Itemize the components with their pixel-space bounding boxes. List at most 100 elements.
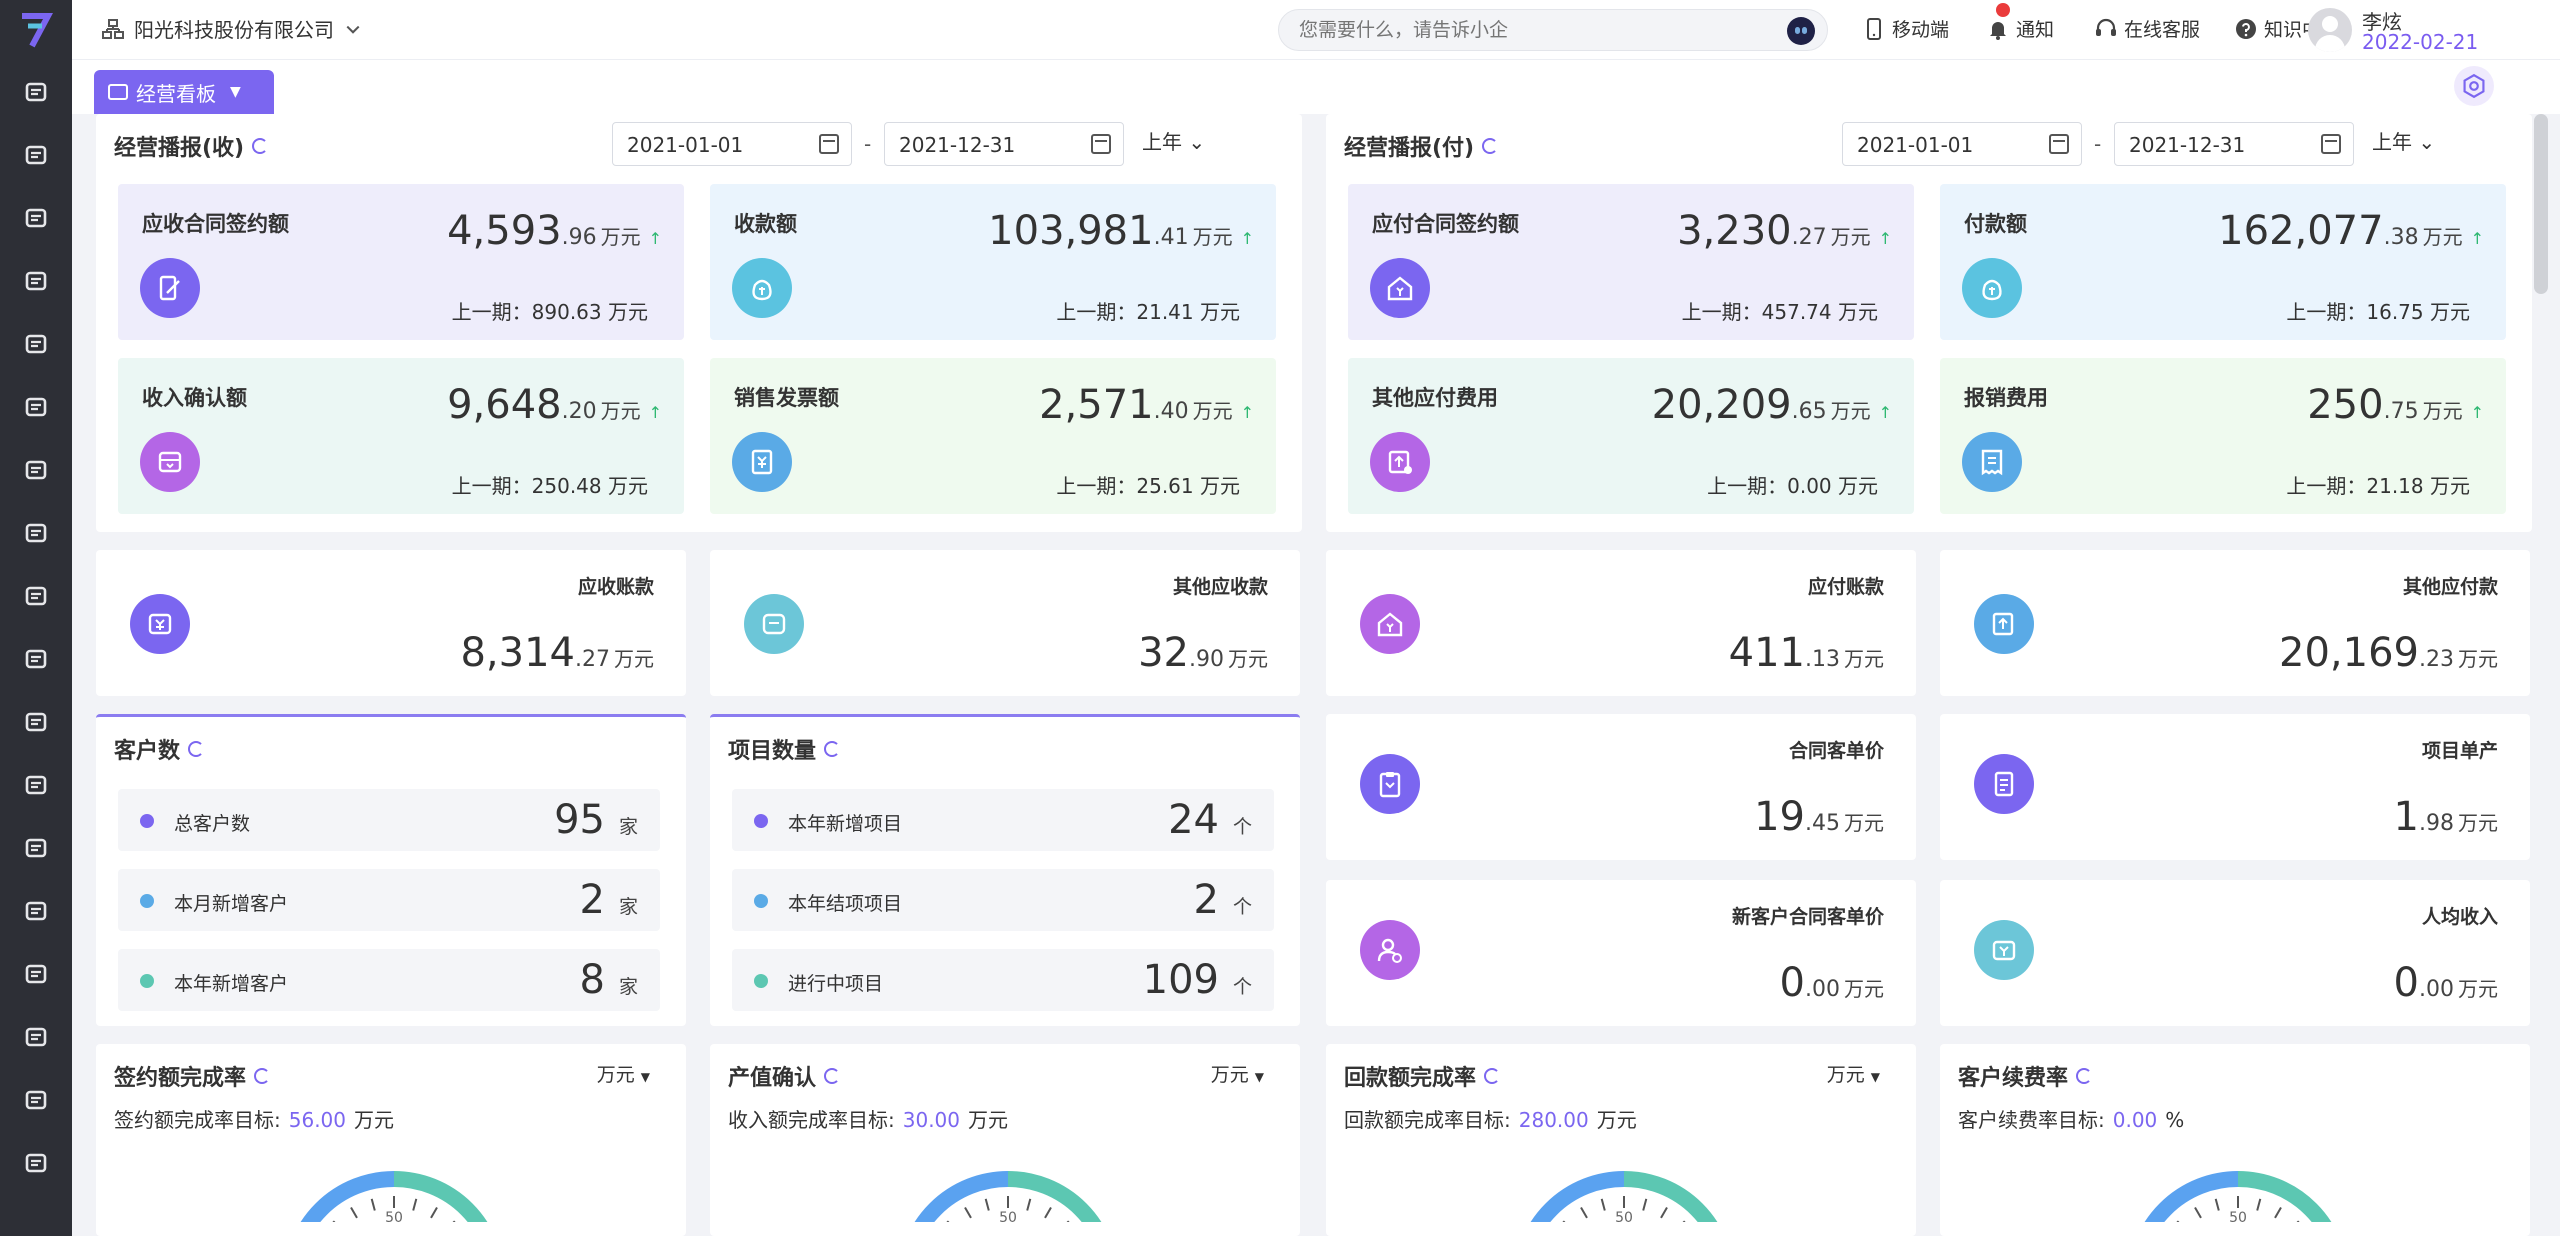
sidebar-target-icon[interactable] bbox=[16, 891, 56, 931]
unit-select[interactable]: 万元 ▼ bbox=[597, 1060, 650, 1087]
metric-tile[interactable]: 销售发票额 2,571.40 万元 ↑ 上一期：25.61 万元 bbox=[710, 358, 1276, 514]
list-item[interactable]: 进行中项目 109 个 bbox=[732, 949, 1274, 1011]
mobile-link[interactable]: 移动端 bbox=[1862, 15, 1949, 42]
sidebar-report-icon[interactable] bbox=[16, 135, 56, 175]
arrow-up-icon: ↑ bbox=[1240, 403, 1254, 422]
customers-card: 客户数 总客户数 95 家本月新增客户 2 家本年新增客户 8 家 bbox=[96, 714, 686, 1026]
company-switcher[interactable]: 阳光科技股份有限公司 bbox=[102, 14, 362, 43]
list-item[interactable]: 总客户数 95 家 bbox=[118, 789, 660, 851]
app-logo[interactable] bbox=[14, 8, 58, 52]
sidebar-bar-chart-icon[interactable] bbox=[16, 1017, 56, 1057]
sidebar-folder-icon[interactable] bbox=[16, 72, 56, 112]
date-separator: - bbox=[2094, 132, 2102, 156]
sidebar-clipboard-icon[interactable] bbox=[16, 828, 56, 868]
stat-card[interactable]: 应收账款 8,314.27 万元 bbox=[96, 550, 686, 696]
rate-target: 收入额完成率目标: 30.00 万元 bbox=[728, 1104, 1008, 1133]
metric-previous: 上一期：0.00 万元 bbox=[1707, 474, 1878, 498]
sidebar-calendar-icon[interactable] bbox=[16, 639, 56, 679]
sidebar-cloud-icon[interactable] bbox=[16, 324, 56, 364]
payment-period-select[interactable]: 上年 ⌄ bbox=[2372, 126, 2435, 155]
sidebar-book-icon[interactable] bbox=[16, 261, 56, 301]
rate-title-text: 客户续费率 bbox=[1958, 1066, 2069, 1091]
rate-card: 客户续费率 客户续费率目标: 0.00% 50 bbox=[1940, 1044, 2530, 1236]
metric-tile[interactable]: 其他应付费用 20,209.65 万元 ↑ 上一期：0.00 万元 bbox=[1348, 358, 1914, 514]
refresh-icon[interactable] bbox=[1482, 138, 1499, 154]
refresh-icon[interactable] bbox=[254, 1068, 271, 1084]
payment-end-date[interactable]: 2021-12-31 bbox=[2114, 122, 2354, 166]
metric-int: 20,209 bbox=[1651, 382, 1792, 428]
refresh-icon[interactable] bbox=[2076, 1068, 2093, 1084]
target-icon bbox=[25, 901, 47, 921]
stat-card[interactable]: 应付账款 411.13 万元 bbox=[1326, 550, 1916, 696]
list-item[interactable]: 本月新增客户 2 家 bbox=[118, 869, 660, 931]
payment-start-value: 2021-01-01 bbox=[1857, 133, 1974, 157]
metric-tile[interactable]: 收入确认额 9,648.20 万元 ↑ 上一期：250.48 万元 bbox=[118, 358, 684, 514]
money-bag-icon bbox=[752, 279, 772, 301]
assistant-bot-icon[interactable] bbox=[1787, 17, 1815, 45]
income-end-date[interactable]: 2021-12-31 bbox=[884, 122, 1124, 166]
user-date: 2022-02-21 bbox=[2362, 30, 2479, 54]
chevron-down-icon: ⌄ bbox=[1188, 130, 1206, 154]
stat-unit: 万元 bbox=[1844, 977, 1884, 1001]
refresh-icon[interactable] bbox=[824, 741, 841, 757]
cloud-icon bbox=[25, 334, 47, 354]
income-start-date[interactable]: 2021-01-01 bbox=[612, 122, 852, 166]
stat-card[interactable]: 其他应付款 20,169.23 万元 bbox=[1940, 550, 2530, 696]
tab-dashboard[interactable]: 经营看板 ▼ bbox=[94, 70, 274, 114]
metric-dec: .41 bbox=[1153, 225, 1189, 250]
refresh-icon[interactable] bbox=[824, 1068, 841, 1084]
sidebar-grid-icon[interactable] bbox=[16, 702, 56, 742]
stat-card[interactable]: 项目单产 1.98 万元 bbox=[1940, 714, 2530, 860]
income-period-select[interactable]: 上年 ⌄ bbox=[1142, 126, 1205, 155]
list-item[interactable]: 本年新增客户 8 家 bbox=[118, 949, 660, 1011]
sidebar-gear-icon[interactable] bbox=[16, 954, 56, 994]
metric-dec: .20 bbox=[561, 399, 597, 424]
search-input[interactable] bbox=[1279, 10, 1709, 50]
refresh-icon[interactable] bbox=[188, 741, 205, 757]
metric-value: 103,981.41 万元 ↑ bbox=[988, 208, 1254, 254]
payment-start-date[interactable]: 2021-01-01 bbox=[1842, 122, 2082, 166]
stat-card[interactable]: 新客户合同客单价 0.00 万元 bbox=[1326, 880, 1916, 1026]
sidebar-house-icon[interactable] bbox=[16, 450, 56, 490]
row-number: 24 bbox=[1168, 797, 1219, 843]
caret-down-icon: ▼ bbox=[1254, 1070, 1264, 1084]
metric-dec: .96 bbox=[561, 225, 597, 250]
sidebar-yuan-icon[interactable] bbox=[16, 513, 56, 553]
stat-card[interactable]: 合同客单价 19.45 万元 bbox=[1326, 714, 1916, 860]
metric-dec: .75 bbox=[2383, 399, 2419, 424]
sidebar-tools-icon[interactable] bbox=[16, 1143, 56, 1183]
sidebar-layers-icon[interactable] bbox=[16, 198, 56, 238]
service-link[interactable]: 在线客服 bbox=[2094, 15, 2200, 42]
list-item[interactable]: 本年新增项目 24 个 bbox=[732, 789, 1274, 851]
metric-dec: .65 bbox=[1791, 399, 1827, 424]
notify-link[interactable]: 通知 bbox=[1986, 3, 2054, 42]
sidebar-card-icon[interactable] bbox=[16, 576, 56, 616]
unit-select[interactable]: 万元 ▼ bbox=[1211, 1060, 1264, 1087]
metric-tile[interactable]: 付款额 162,077.38 万元 ↑ 上一期：16.75 万元 bbox=[1940, 184, 2506, 340]
metric-tile[interactable]: 应收合同签约额 4,593.96 万元 ↑ 上一期：890.63 万元 bbox=[118, 184, 684, 340]
stat-icon bbox=[1974, 920, 2034, 980]
sidebar-clock-icon[interactable] bbox=[16, 1080, 56, 1120]
refresh-icon[interactable] bbox=[1484, 1068, 1501, 1084]
scrollbar[interactable] bbox=[2534, 114, 2548, 294]
stat-value: 32.90 万元 bbox=[1138, 630, 1268, 676]
metric-tile[interactable]: 收款额 103,981.41 万元 ↑ 上一期：21.41 万元 bbox=[710, 184, 1276, 340]
stat-value: 0.00 万元 bbox=[1780, 960, 1884, 1006]
gauge-tick-label: 50 bbox=[1615, 1210, 1633, 1222]
sidebar-download-icon[interactable] bbox=[16, 387, 56, 427]
rate-target-unit: 万元 bbox=[354, 1108, 395, 1132]
refresh-icon[interactable] bbox=[252, 138, 269, 154]
metric-tile[interactable]: 应付合同签约额 3,230.27 万元 ↑ 上一期：457.74 万元 bbox=[1348, 184, 1914, 340]
sidebar-upload-icon[interactable] bbox=[16, 765, 56, 805]
metric-value: 4,593.96 万元 ↑ bbox=[447, 208, 662, 254]
settings-button[interactable] bbox=[2454, 66, 2494, 106]
stat-card[interactable]: 其他应收款 32.90 万元 bbox=[710, 550, 1300, 696]
stat-label: 新客户合同客单价 bbox=[1731, 906, 1884, 928]
unit-select[interactable]: 万元 ▼ bbox=[1827, 1060, 1880, 1087]
stat-card[interactable]: 人均收入 0.00 万元 bbox=[1940, 880, 2530, 1026]
stat-label: 应付账款 bbox=[1807, 576, 1884, 598]
avatar[interactable] bbox=[2308, 8, 2352, 52]
report-icon bbox=[25, 145, 47, 165]
list-item[interactable]: 本年结项项目 2 个 bbox=[732, 869, 1274, 931]
metric-tile[interactable]: 报销费用 250.75 万元 ↑ 上一期：21.18 万元 bbox=[1940, 358, 2506, 514]
